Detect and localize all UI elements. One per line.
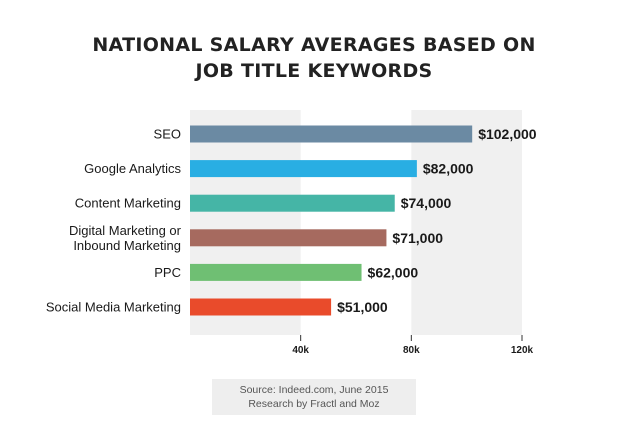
bar [190,298,332,316]
x-tick-label: 80k [403,345,420,356]
category-label: Digital Marketing or [69,223,182,238]
grid-band [190,110,301,335]
grid-band [411,110,522,335]
category-label: PPC [154,265,181,280]
x-tick-label: 120k [511,345,534,356]
bar-value-label: $51,000 [337,299,388,315]
category-label: Google Analytics [84,161,181,176]
bar [190,125,473,143]
bar [190,194,395,212]
source-line-2: Research by Fractl and Moz [248,398,380,410]
bar-value-label: $82,000 [423,161,474,177]
bar-value-label: $62,000 [368,264,419,280]
bar [190,229,387,247]
category-label: Inbound Marketing [73,238,181,253]
chart-title-line-2: JOB TITLE KEYWORDS [195,60,433,82]
chart-title-line-1: NATIONAL SALARY AVERAGES BASED ON [92,34,536,56]
category-label: SEO [154,127,181,142]
chart-title: NATIONAL SALARY AVERAGES BASED ON JOB TI… [0,32,628,84]
bar-value-label: $102,000 [478,126,537,142]
bar-value-label: $71,000 [392,230,443,246]
x-tick-label: 40k [292,345,309,356]
bar [190,160,417,178]
category-label: Content Marketing [75,196,181,211]
category-label: Social Media Marketing [46,300,181,315]
source-line-1: Source: Indeed.com, June 2015 [239,384,389,396]
bar-value-label: $74,000 [401,195,452,211]
bar [190,263,362,281]
source-box: Source: Indeed.com, June 2015 Research b… [212,379,416,415]
